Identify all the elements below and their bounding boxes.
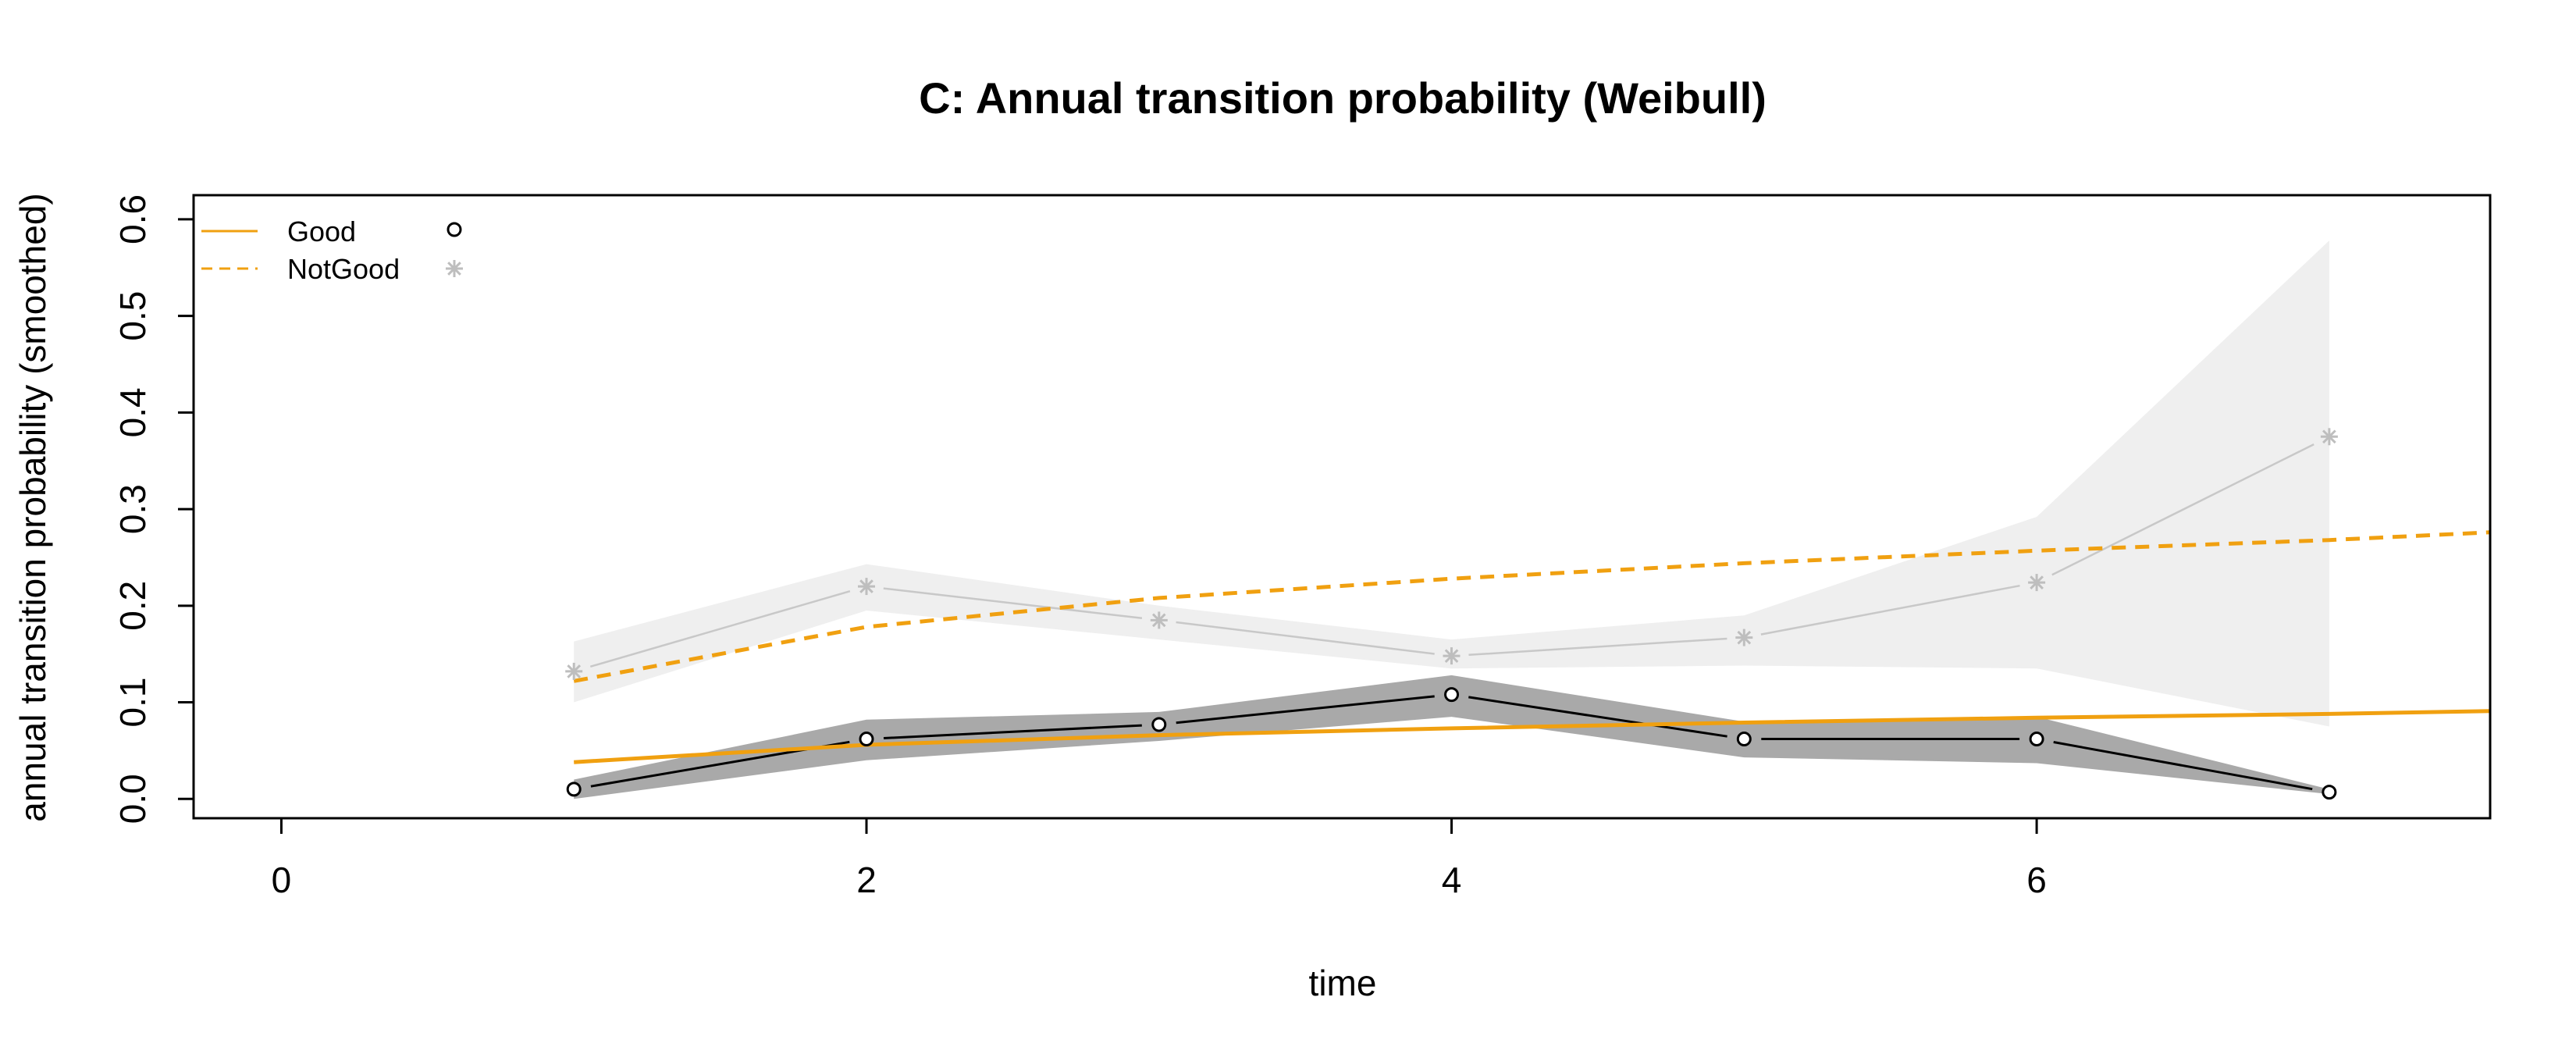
notgood-point — [1735, 628, 1753, 646]
y-axis-label: annual transition probability (smoothed) — [12, 193, 53, 821]
good-point — [2029, 732, 2044, 747]
y-tick-label: 0.2 — [112, 581, 153, 631]
good-observed-segment — [2053, 741, 2313, 791]
notgood-observed-segment — [1760, 584, 2020, 636]
y-tick-label: 0.4 — [112, 387, 153, 437]
y-tick-label: 0.5 — [112, 291, 153, 341]
legend-notgood-label: NotGood — [287, 253, 400, 285]
legend-good-marker — [447, 222, 462, 237]
y-tick-label: 0.6 — [112, 194, 153, 244]
y-axis: 0.0 0.1 0.2 0.3 0.4 0.5 0.6 — [112, 194, 195, 824]
good-point — [1444, 687, 1460, 703]
notgood-observed-segment — [2051, 443, 2314, 576]
good-point — [1151, 717, 1167, 732]
notgood-fitted-line — [573, 530, 2491, 683]
notgood-point — [2028, 574, 2046, 592]
x-tick-label: 0 — [272, 860, 292, 900]
x-tick-label: 4 — [1442, 860, 1462, 900]
x-tick-label: 6 — [2026, 860, 2047, 900]
notgood-observed-segment — [1468, 637, 1727, 657]
good-observed-segment — [883, 724, 1142, 739]
plot-area — [565, 240, 2491, 800]
x-axis: 0 2 4 6 — [272, 817, 2047, 900]
notgood-observed-segment — [589, 589, 851, 668]
notgood-point — [1443, 647, 1461, 665]
chart-title: C: Annual transition probability (Weibul… — [919, 73, 1767, 123]
y-tick-label: 0.1 — [112, 678, 153, 728]
y-tick-label: 0.0 — [112, 774, 153, 824]
x-tick-label: 2 — [856, 860, 877, 900]
notgood-point — [858, 578, 875, 596]
good-observed-segment — [1176, 695, 1435, 725]
good-point — [859, 732, 874, 747]
good-point — [566, 782, 582, 797]
good-observed-segment — [1468, 696, 1727, 738]
good-point — [1736, 732, 1752, 747]
notgood-observed-segment — [1176, 621, 1435, 655]
legend: Good NotGood — [201, 215, 463, 285]
good-fitted-line — [574, 709, 2491, 764]
x-axis-label: time — [1309, 963, 1377, 1003]
y-tick-label: 0.3 — [112, 484, 153, 534]
legend-good-label: Good — [287, 215, 356, 247]
notgood-observed-segment — [883, 587, 1143, 620]
notgood-point — [2320, 428, 2338, 446]
good-point — [2322, 785, 2337, 800]
notgood-point — [565, 662, 583, 680]
notgood-point — [1150, 611, 1168, 629]
legend-notgood-marker — [446, 260, 463, 277]
notgood-confidence-band — [574, 240, 2329, 727]
